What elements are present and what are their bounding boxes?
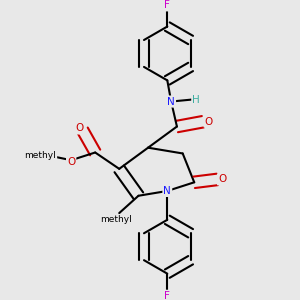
Text: methyl: methyl — [25, 151, 56, 160]
Text: N: N — [167, 97, 175, 106]
Text: O: O — [76, 124, 84, 134]
Text: O: O — [218, 174, 226, 184]
Text: methyl: methyl — [100, 215, 132, 224]
Text: O: O — [205, 117, 213, 127]
Text: N: N — [164, 186, 171, 196]
Text: H: H — [192, 94, 200, 105]
Text: O: O — [67, 157, 75, 167]
Text: F: F — [164, 291, 170, 300]
Text: F: F — [164, 0, 170, 11]
